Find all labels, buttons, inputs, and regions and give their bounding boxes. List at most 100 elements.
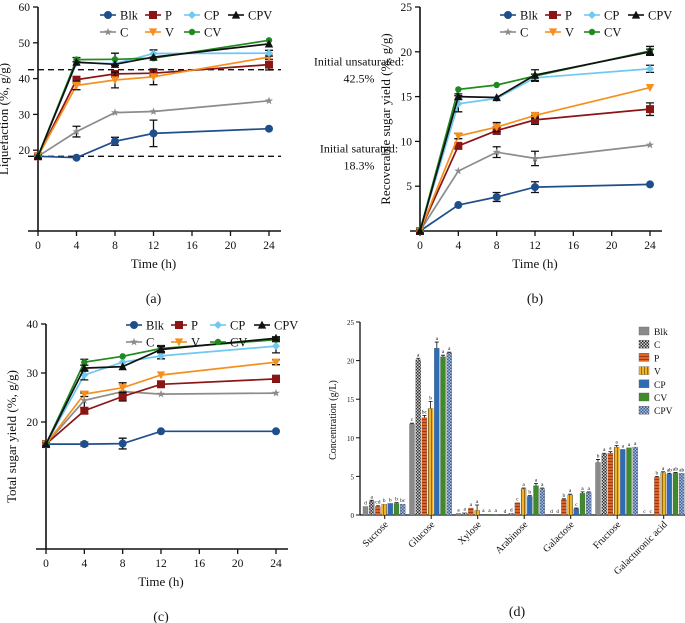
legend-item-c: C [100,26,128,40]
bar-cp [434,348,440,516]
bar-blk [409,423,415,516]
bar-p [561,499,567,516]
significance-letter: a [603,447,606,453]
legend-label: P [165,9,172,23]
bar-cv [579,493,586,516]
series-cpv [41,333,281,448]
significance-letter: d [510,507,513,513]
x-tick-label: 8 [112,240,118,252]
x-tick-label: 16 [186,240,198,252]
significance-letter: ab [673,467,678,473]
x-tick-label: 24 [644,240,656,252]
data-point [156,371,166,380]
bar-cp [480,514,486,516]
x-tick-label: 4 [81,558,87,570]
bar-c [415,359,421,516]
y-axis-title: Concentration (g/L) [328,380,339,460]
significance-letter: a [535,477,538,483]
data-point [80,396,89,404]
significance-letter: d [364,501,367,507]
data-point [72,81,81,90]
error-bar [428,401,433,409]
y-tick-label: 10 [401,136,413,148]
bar-p [607,453,614,516]
legend-label: C [654,341,660,351]
significance-letter: a [541,482,544,488]
bar-cp [387,503,393,516]
legend-item-cv: CV [210,336,247,350]
x-tick-label: Fructose [591,519,624,552]
series-blk [416,180,654,235]
significance-letter: bc [400,498,406,504]
data-point [530,111,540,120]
x-tick-label: 20 [225,240,237,252]
data-point [454,92,463,101]
significance-letter: c [516,497,519,503]
bar-v [567,494,573,516]
significance-letter: ab [679,467,684,473]
legend-marker-icon [214,321,222,329]
legend-label: Blk [520,9,539,23]
data-point [454,201,463,210]
legend-label: CPV [248,9,272,23]
y-tick-label: 20 [27,417,39,429]
bar-c [508,513,514,516]
error-bar [434,341,439,349]
error-bar [475,504,480,511]
data-point [454,132,463,141]
legend-swatch-icon [638,392,650,402]
data-point [149,129,158,138]
legend-marker-icon [188,11,196,19]
bar-cpv [632,446,638,516]
legend-label: CPV [274,319,298,333]
data-point [492,123,501,132]
data-point [118,392,127,401]
legend-item-p: P [171,319,198,333]
data-point [272,374,280,383]
bar-blk [362,506,369,516]
error-bar [586,491,591,493]
x-tick-label: 16 [194,558,206,570]
bar-cv [393,503,400,516]
data-point [118,439,127,448]
data-point [81,359,88,366]
legend-item-v: V [145,26,174,40]
legend-marker-icon [148,28,158,37]
x-tick-label: 24 [263,240,275,252]
data-point [72,57,81,66]
significance-letter: a [494,508,497,514]
series-line [419,108,651,232]
legend-item-blk: Blk [100,9,139,23]
bar-cp [573,508,579,516]
x-tick-label: 20 [606,240,618,252]
bar-p [375,506,381,516]
legend-label: CV [654,394,667,404]
legend-swatch-icon [638,340,650,349]
panel-a: 0 4 8 12 16 20 24 20 30 40 50 60 Time (h) Liquefactio… [0,2,404,307]
error-bar [661,471,666,473]
legend-label: CPV [648,9,672,23]
data-point [157,389,165,398]
significance-letter: a [482,508,485,514]
data-point [118,362,127,371]
series-blk [34,119,273,162]
bar-cp [666,473,672,516]
legend-item-v: V [545,26,574,40]
error-bar [422,415,427,418]
bar-p [468,507,474,516]
y-tick-label: 40 [27,319,39,331]
significance-letter: a [370,494,373,500]
error-bar [602,452,607,455]
significance-letter: b [563,493,566,499]
error-bar [375,505,380,507]
bar-c [369,500,375,516]
error-bar [540,487,545,489]
x-tick-label: 20 [232,558,244,570]
data-point [454,141,463,150]
y-tick-label: 50 [19,38,31,50]
data-point [157,427,165,436]
error-bar [654,476,659,478]
bar-cpv [679,473,685,516]
